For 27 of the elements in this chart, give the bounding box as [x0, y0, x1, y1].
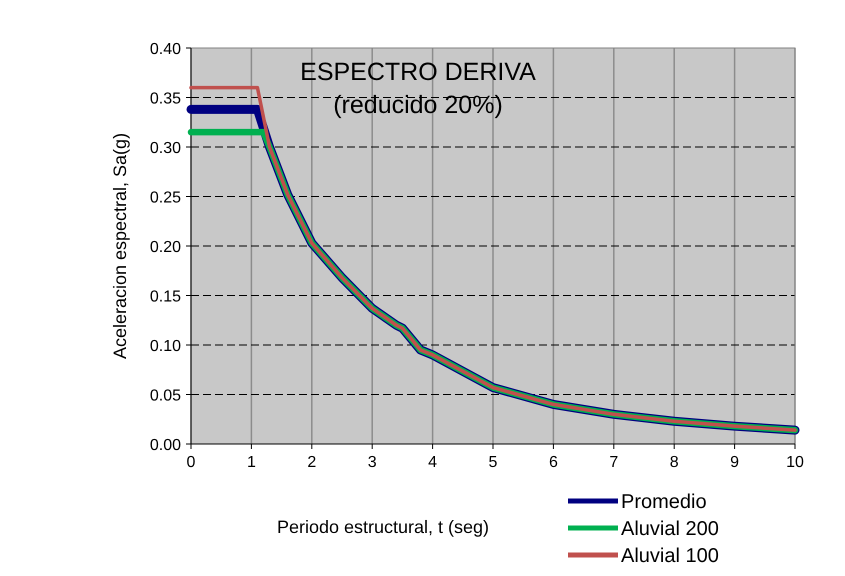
y-tick-label: 0.05: [150, 388, 182, 404]
legend-label: Aluvial 200: [621, 518, 719, 540]
x-tick-label: 10: [786, 454, 804, 471]
y-axis-title: Aceleracion espectral, Sa(g): [110, 132, 130, 360]
x-tick-label: 9: [730, 454, 740, 471]
x-tick-label: 2: [307, 454, 316, 471]
text: (reducido 20%): [333, 91, 503, 119]
x-tick-label: 4: [428, 454, 438, 471]
y-tick-label: 0.35: [150, 90, 182, 108]
x-axis-title: Periodo estructural, t (seg): [276, 517, 490, 537]
chart-title: ESPECTRO DERIVA: [300, 58, 536, 86]
x-tick-label: 8: [670, 454, 679, 471]
x-tick-label: 3: [368, 454, 377, 471]
y-tick-label: 0.25: [150, 190, 182, 206]
y-tick-label: 0.10: [150, 338, 182, 355]
legend-label: Aluvial 100: [621, 545, 719, 567]
y-tick-label: 0.15: [150, 288, 182, 306]
x-tick-label: 7: [609, 454, 618, 471]
x-tick-label: 5: [488, 454, 498, 471]
legend-label: Promedio: [621, 491, 707, 513]
y-tick-label: 0.20: [150, 239, 182, 256]
y-tick-label: 0.40: [150, 41, 182, 58]
y-tick-label: 0.30: [150, 140, 182, 157]
x-tick-label: 0: [186, 454, 196, 471]
x-tick-label: 1: [246, 454, 256, 471]
y-tick-label: 0.00: [150, 437, 182, 454]
x-tick-label: 6: [548, 454, 558, 471]
